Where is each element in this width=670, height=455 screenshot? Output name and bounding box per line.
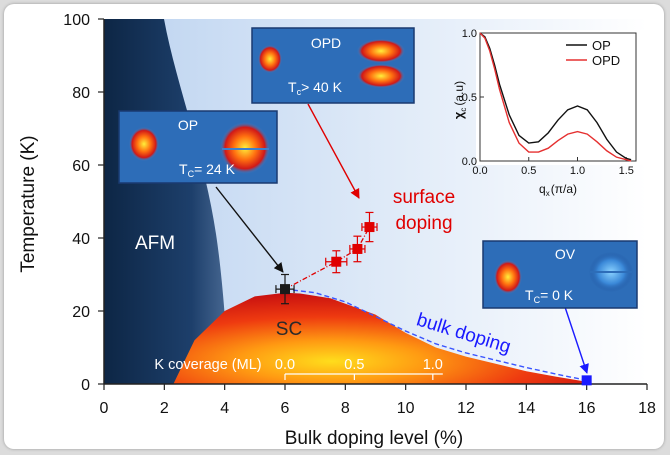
k-coverage-tick-label: 0.5 bbox=[344, 357, 364, 373]
y-tick-label: 20 bbox=[72, 304, 90, 321]
sc-dome-region bbox=[173, 292, 590, 384]
opd-vortex-upper bbox=[357, 39, 405, 63]
surface-doping-label-line1: surface bbox=[393, 187, 455, 208]
y-axis-label: Temperature (K) bbox=[18, 135, 39, 272]
data-point-op bbox=[280, 284, 290, 295]
figure-frame: 0 2 4 6 8 10 12 14 16 18 0 20 40 60 80 100 Bulk doping… bbox=[4, 4, 664, 449]
ov-inset-title: OV bbox=[555, 246, 576, 262]
y-tick-label: 0 bbox=[81, 377, 90, 394]
x-tick-label: 14 bbox=[517, 400, 535, 417]
sus-x-tick-label: 1.0 bbox=[570, 165, 585, 177]
k-coverage-scale: K coverage (ML) 0.0 0.5 1.0 bbox=[154, 357, 443, 380]
x-axis-label: Bulk doping level (%) bbox=[285, 428, 463, 449]
op-tc-label: TC= 24 K bbox=[179, 161, 236, 179]
sc-label: SC bbox=[276, 319, 302, 340]
sus-series-op bbox=[479, 32, 632, 161]
susceptibility-y-label: χc(a.u) bbox=[451, 81, 468, 119]
opd-inset-title: OPD bbox=[311, 35, 341, 51]
opd-arrow bbox=[307, 103, 360, 199]
opd-vortex-lower bbox=[357, 64, 405, 88]
afm-label: AFM bbox=[135, 233, 175, 254]
opd-inset: OPD Tc> 40 K bbox=[251, 27, 415, 104]
op-vortex-spot bbox=[129, 127, 159, 161]
bulk-doping-line bbox=[284, 288, 587, 382]
sus-legend-label: OP bbox=[592, 38, 611, 53]
y-ticks: 0 20 40 60 80 100 bbox=[63, 12, 104, 394]
y-tick-label: 60 bbox=[72, 158, 90, 175]
sus-y-tick-label: 0.0 bbox=[462, 156, 477, 168]
k-coverage-tick-label: 1.0 bbox=[423, 357, 443, 373]
sus-x-tick-label: 0.5 bbox=[521, 165, 536, 177]
data-point-ov bbox=[581, 375, 592, 386]
x-tick-label: 18 bbox=[638, 400, 656, 417]
data-point-opd bbox=[364, 222, 375, 233]
axes bbox=[103, 19, 647, 385]
surface-doping-line bbox=[284, 226, 371, 290]
opd-vortex-spot bbox=[258, 45, 282, 73]
data-points bbox=[275, 211, 592, 386]
x-tick-label: 6 bbox=[281, 400, 290, 417]
sus-x-tick-label: 0.0 bbox=[472, 165, 487, 177]
op-inset-title: OP bbox=[178, 117, 198, 133]
susceptibility-x-label: qx(π/a) bbox=[539, 182, 577, 198]
sus-series-opd bbox=[479, 32, 632, 162]
x-tick-label: 2 bbox=[160, 400, 169, 417]
op-arrow bbox=[215, 186, 284, 273]
sus-x-tick-label: 1.5 bbox=[619, 165, 634, 177]
k-coverage-label: K coverage (ML) bbox=[154, 357, 261, 373]
op-inset: OP TC= 24 K bbox=[118, 110, 278, 184]
data-point-opd bbox=[331, 256, 342, 267]
sus-legend-label: OPD bbox=[592, 53, 620, 68]
x-tick-label: 16 bbox=[578, 400, 596, 417]
opd-tc-label: Tc> 40 K bbox=[288, 79, 343, 97]
sus-y-tick-label: 0.5 bbox=[462, 92, 477, 104]
x-tick-label: 0 bbox=[100, 400, 109, 417]
ov-vortex-spot bbox=[494, 260, 522, 294]
susceptibility-lines bbox=[479, 32, 632, 162]
k-coverage-tick-label: 0.0 bbox=[275, 357, 295, 373]
x-tick-label: 4 bbox=[220, 400, 229, 417]
x-ticks: 0 2 4 6 8 10 12 14 16 18 bbox=[100, 384, 656, 417]
data-point-opd bbox=[352, 243, 363, 254]
sus-y-tick-label: 1.0 bbox=[462, 28, 477, 40]
x-tick-label: 8 bbox=[341, 400, 350, 417]
phase-diagram-chart: 0 2 4 6 8 10 12 14 16 18 0 20 40 60 80 100 Bulk doping… bbox=[18, 12, 656, 449]
susceptibility-ticks: 0.0 0.5 1.0 1.5 0.0 0.5 1.0 bbox=[462, 28, 634, 177]
x-tick-label: 12 bbox=[457, 400, 475, 417]
y-tick-label: 100 bbox=[63, 12, 90, 29]
ov-arrow bbox=[563, 303, 589, 374]
ov-inset: OV TC= 0 K bbox=[482, 240, 638, 309]
surface-doping-label-line2: doping bbox=[395, 213, 452, 234]
x-tick-label: 10 bbox=[397, 400, 415, 417]
y-tick-label: 80 bbox=[72, 85, 90, 102]
ov-tc-label: TC= 0 K bbox=[525, 287, 574, 305]
y-tick-label: 40 bbox=[72, 231, 90, 248]
